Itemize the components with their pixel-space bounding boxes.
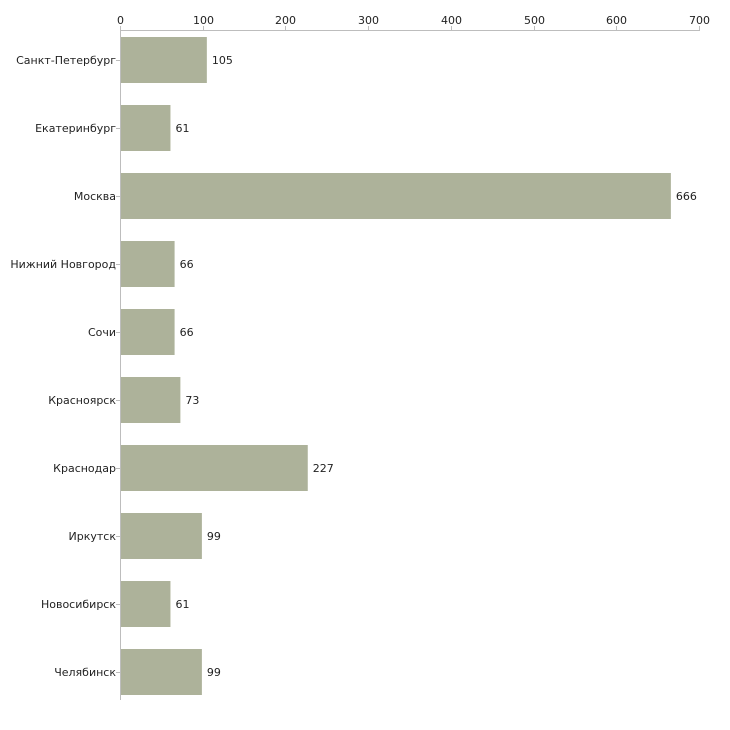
bar — [121, 309, 175, 355]
category-label: Сочи — [88, 326, 116, 339]
bar — [121, 173, 671, 219]
bar — [121, 445, 308, 491]
bar — [121, 513, 202, 559]
value-label: 99 — [207, 666, 221, 679]
x-tick-label: 300 — [358, 14, 379, 27]
value-label: 227 — [313, 462, 334, 475]
category-label: Краснодар — [53, 462, 116, 475]
category-label: Иркутск — [69, 530, 117, 543]
category-label: Челябинск — [54, 666, 116, 679]
value-label: 666 — [676, 190, 697, 203]
x-tick-label: 600 — [606, 14, 627, 27]
value-label: 73 — [185, 394, 199, 407]
bar — [121, 649, 202, 695]
value-label: 66 — [180, 258, 194, 271]
category-labels: Санкт-Петербург Екатеринбург Москва Нижний … — [10, 54, 116, 679]
x-tick-label: 200 — [275, 14, 296, 27]
bar — [121, 241, 175, 287]
bar — [121, 37, 207, 83]
bar — [121, 105, 171, 151]
category-label: Нижний Новгород — [10, 258, 116, 271]
x-tick-label: 700 — [689, 14, 710, 27]
category-label: Москва — [74, 190, 116, 203]
x-axis: 0 100 200 300 400 500 600 700 — [116, 14, 710, 700]
category-label: Новосибирск — [41, 598, 116, 611]
value-label: 105 — [212, 54, 233, 67]
category-label: Санкт-Петербург — [16, 54, 116, 67]
x-tick-label: 0 — [117, 14, 124, 27]
value-label: 61 — [175, 122, 189, 135]
x-tick-label: 400 — [441, 14, 462, 27]
category-label: Екатеринбург — [35, 122, 116, 135]
value-label: 99 — [207, 530, 221, 543]
value-label: 66 — [180, 326, 194, 339]
x-tick-label: 100 — [193, 14, 214, 27]
bars — [121, 37, 671, 695]
bar — [121, 581, 171, 627]
x-tick-label: 500 — [524, 14, 545, 27]
bar — [121, 377, 181, 423]
category-label: Красноярск — [48, 394, 116, 407]
value-label: 61 — [175, 598, 189, 611]
